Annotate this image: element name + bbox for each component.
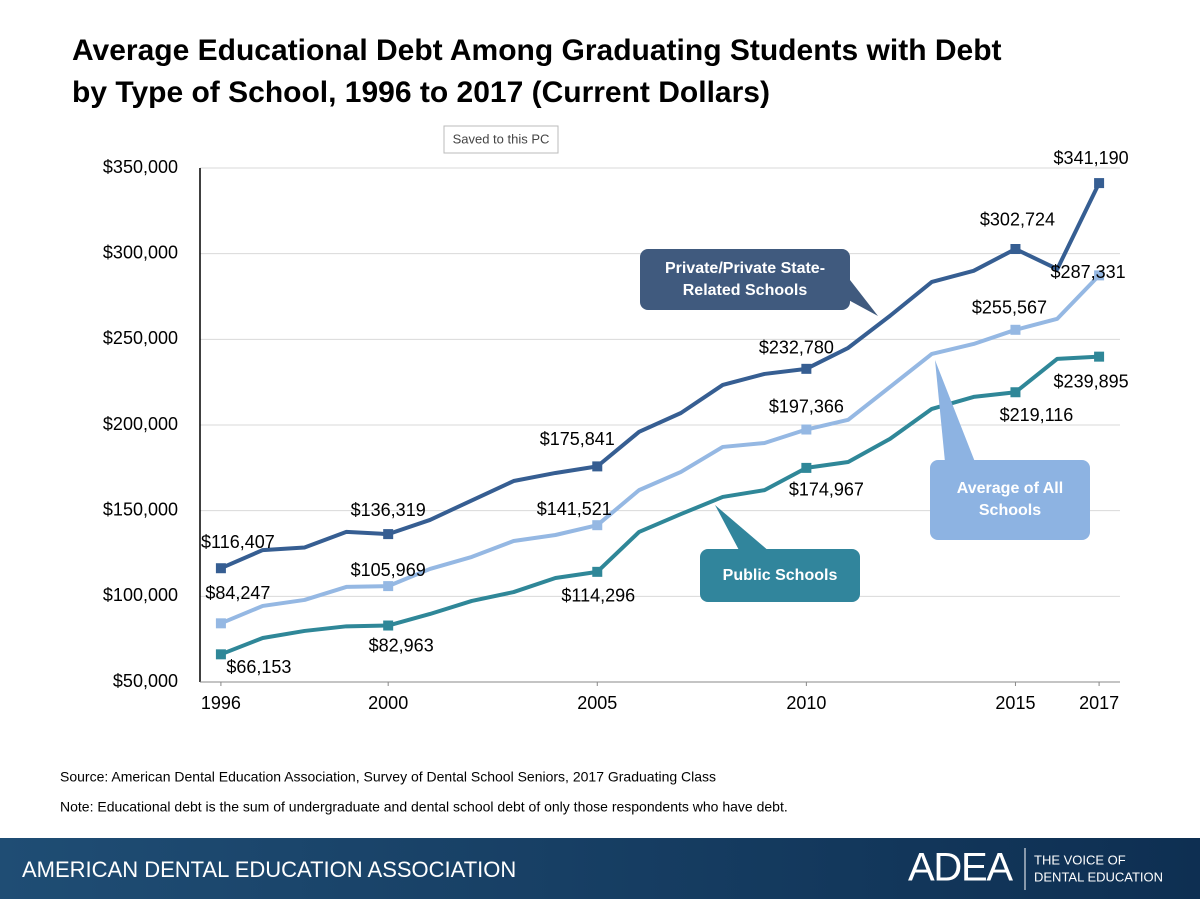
logo: ADEA — [908, 846, 1013, 890]
data-label: $232,780 — [759, 338, 834, 358]
chart-title: Average Educational Debt Among Graduatin… — [72, 34, 1002, 109]
note: Note: Educational debt is the sum of und… — [60, 799, 788, 815]
series-line — [220, 273, 1101, 626]
callout-label: Average of All Schools — [930, 460, 1090, 540]
source: Source: American Dental Education Associ… — [60, 769, 716, 785]
y-tick-label: $200,000 — [103, 414, 178, 434]
series-line — [220, 182, 1101, 571]
marker — [215, 563, 226, 574]
callout-label: Private/Private State-Related Schools — [640, 249, 850, 310]
marker — [383, 529, 394, 540]
marker — [1094, 270, 1105, 281]
tooltip-box — [443, 125, 559, 154]
data-label: $174,967 — [789, 480, 864, 500]
data-label: $141,521 — [537, 499, 612, 519]
marker — [383, 581, 394, 592]
data-label: $175,841 — [540, 429, 615, 449]
y-tick-label: $100,000 — [103, 585, 178, 605]
data-label: $219,116 — [1000, 405, 1074, 425]
callout-pointer — [715, 505, 770, 552]
y-tick-label: $150,000 — [103, 499, 178, 519]
data-label: $82,963 — [369, 635, 434, 655]
marker — [1010, 324, 1021, 335]
footer-band — [0, 838, 1200, 899]
series-line — [220, 354, 1100, 657]
data-label: $66,153 — [226, 657, 291, 677]
marker — [215, 618, 226, 629]
y-tick-label: $350,000 — [103, 157, 178, 177]
callout-text: Average of All Schools — [956, 480, 1064, 519]
data-label: $341,190 — [1054, 148, 1129, 168]
marker — [1010, 243, 1021, 254]
x-tick-label: 2005 — [577, 693, 617, 713]
data-label: $84,247 — [205, 583, 270, 603]
marker — [592, 566, 603, 577]
data-label: $239,895 — [1054, 371, 1129, 391]
marker — [1094, 351, 1105, 362]
marker — [1094, 178, 1105, 189]
callout-pointer — [935, 360, 975, 462]
tagline: DENTAL EDUCATION — [1034, 869, 1163, 884]
footer-text: AMERICAN DENTAL EDUCATION ASSOCIATION — [22, 857, 516, 882]
data-label: $197,366 — [769, 396, 844, 416]
x-tick-label: 2000 — [368, 693, 408, 713]
data-label: $116,407 — [201, 532, 275, 552]
x-tick-label: 2015 — [995, 693, 1035, 713]
marker — [1010, 387, 1021, 398]
data-label: $105,969 — [351, 560, 426, 580]
y-tick-label: $300,000 — [103, 242, 178, 262]
tooltip: Saved to this PC — [453, 131, 550, 146]
y-tick-label: $50,000 — [113, 671, 178, 691]
marker — [592, 461, 603, 472]
marker — [383, 620, 394, 631]
marker — [592, 520, 603, 531]
data-label: $287,331 — [1051, 262, 1126, 282]
x-tick-label: 1996 — [201, 693, 241, 713]
data-label: $302,724 — [980, 210, 1055, 230]
tagline: THE VOICE OF — [1034, 852, 1126, 867]
data-label: $136,319 — [351, 500, 426, 520]
marker — [801, 462, 812, 473]
marker — [801, 363, 812, 374]
marker — [215, 649, 226, 660]
x-tick-label: 2017 — [1079, 693, 1119, 713]
marker — [801, 424, 812, 435]
data-label: $114,296 — [561, 586, 635, 606]
y-tick-label: $250,000 — [103, 328, 178, 348]
callout-label: Public Schools — [700, 549, 860, 602]
data-label: $255,567 — [972, 298, 1047, 318]
x-tick-label: 2010 — [786, 693, 826, 713]
